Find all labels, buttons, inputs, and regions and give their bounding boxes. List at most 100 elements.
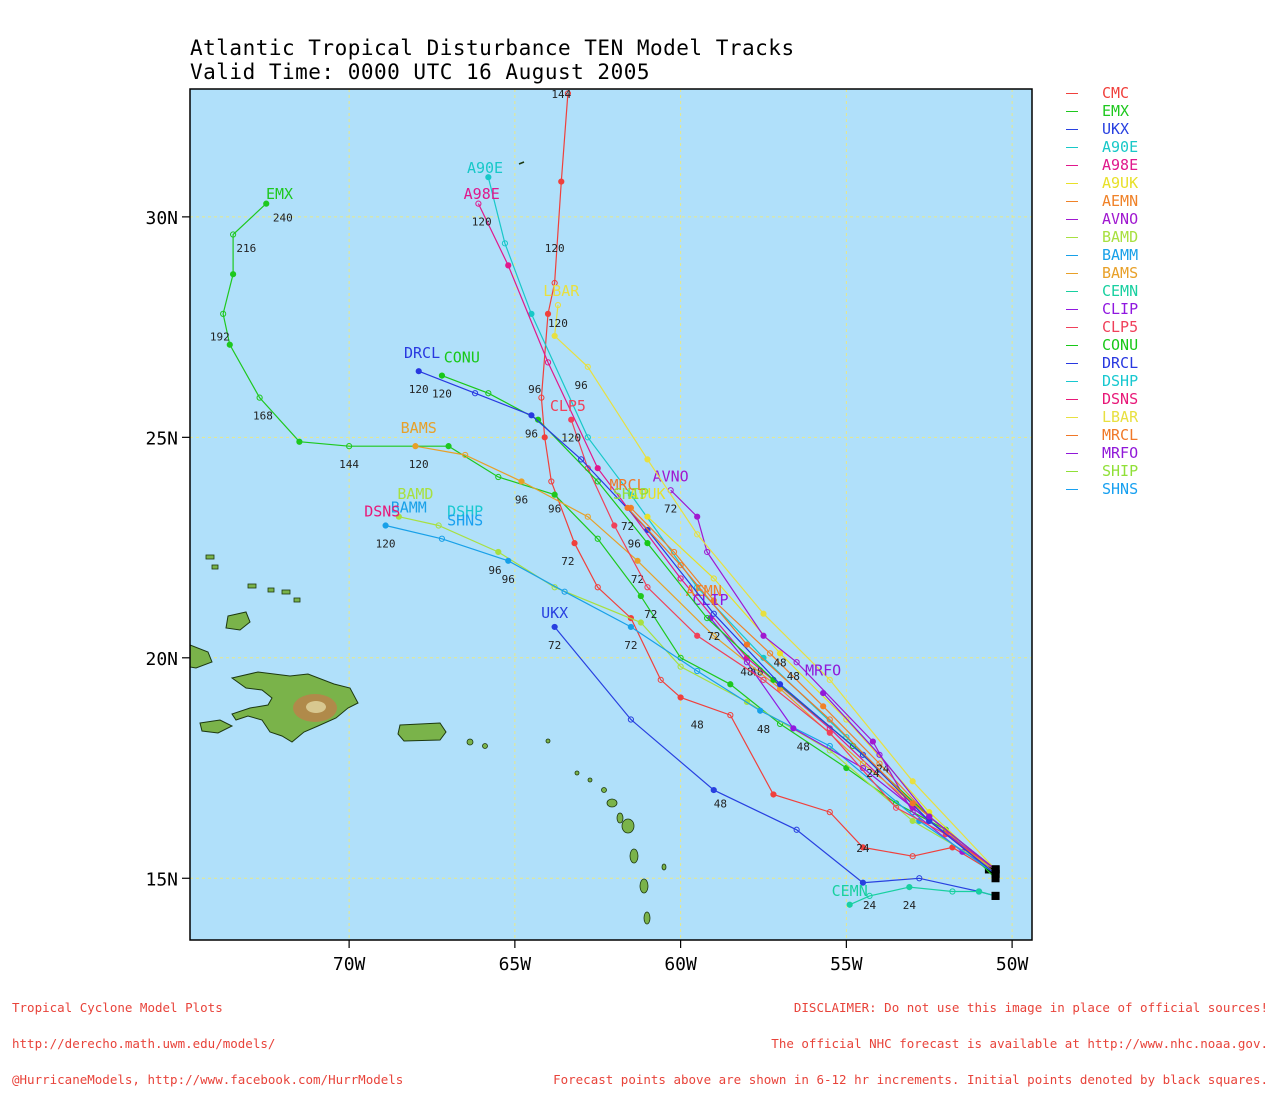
- legend-swatch: [1066, 363, 1078, 364]
- forecast-point: [551, 491, 558, 498]
- legend-item-emx: EMX: [1066, 102, 1138, 120]
- track-line: [630, 507, 996, 870]
- footer-link[interactable]: http://derecho.math.uwm.edu/models/: [12, 1036, 276, 1051]
- track-avno: 72 48 AVNO: [653, 467, 1000, 874]
- track-line: [822, 692, 996, 870]
- legend-item-mrcl: MRCL: [1066, 426, 1138, 444]
- track-line: [554, 626, 996, 897]
- forecast-point: [578, 456, 585, 463]
- legend-swatch: [1066, 129, 1078, 130]
- forecast-point: [564, 90, 572, 97]
- track-line: [553, 305, 996, 870]
- forecast-point: [826, 809, 833, 816]
- forecast-point: [263, 200, 270, 207]
- legend-swatch: [1066, 93, 1078, 94]
- legend-swatch: [1066, 201, 1078, 202]
- bahama-islet: [247, 583, 257, 589]
- legend-item-avno: AVNO: [1066, 210, 1138, 228]
- forecast-point: [743, 659, 751, 666]
- legend-item-lbar: LBAR: [1066, 408, 1138, 426]
- forecast-hour-label: 96: [515, 493, 528, 506]
- legend-label: MRFO: [1102, 444, 1139, 462]
- track-shns: SHNS: [447, 512, 483, 530]
- track-name-label: DSHP: [447, 503, 483, 521]
- forecast-point: [505, 557, 512, 564]
- forecast-point: [843, 764, 850, 772]
- forecast-point: [296, 438, 303, 445]
- track-name-label: LBAR: [543, 282, 580, 300]
- footer-credits: Tropical Cyclone Model Plots http://dere…: [12, 978, 403, 1098]
- footer-link[interactable]: @HurricaneModels, http://www.facebook.co…: [12, 1072, 404, 1087]
- track-drcl: 96 120 DRCL: [404, 344, 1000, 878]
- forecast-hour-label: 96: [525, 427, 538, 440]
- forecast-point: [694, 513, 701, 520]
- forecast-point: [846, 901, 853, 908]
- forecast-point: [528, 310, 535, 317]
- legend-swatch: [1066, 309, 1078, 310]
- track-name-label: DRCL: [404, 344, 440, 362]
- legend-swatch: [1066, 291, 1078, 292]
- axis-ticks: 70W 65W 60W 55W 50W 15N 20N 25N 30N: [145, 208, 1028, 975]
- barbados-island: [661, 863, 667, 871]
- forecast-hour-label: 72: [624, 639, 637, 652]
- track-dsns: DSNS: [364, 503, 400, 521]
- forecast-point: [412, 443, 419, 450]
- forecast-point: [561, 588, 568, 595]
- legend-swatch: [1066, 237, 1078, 238]
- forecast-hour-label: 96: [548, 502, 561, 515]
- footer-line: The official NHC forecast is available a…: [771, 1036, 1268, 1051]
- legend-label: BAMS: [1102, 264, 1139, 282]
- forecast-point: [826, 729, 833, 736]
- forecast-point: [757, 707, 764, 714]
- forecast-point: [949, 888, 956, 895]
- forecast-point: [826, 676, 833, 683]
- forecast-point: [485, 174, 492, 181]
- forecast-point: [710, 610, 717, 617]
- forecast-point: [644, 513, 651, 520]
- forecast-point: [710, 786, 717, 794]
- track-name-label: BAMD: [397, 485, 433, 503]
- forecast-point: [495, 473, 502, 481]
- forecast-point: [694, 531, 701, 538]
- forecast-point: [826, 716, 833, 723]
- legend-label: UKX: [1102, 120, 1130, 138]
- forecast-point: [435, 522, 442, 529]
- forecast-point: [820, 703, 827, 710]
- bermuda-islet: [518, 161, 525, 165]
- track-bamd: 96 BAMD: [395, 485, 1000, 874]
- forecast-point: [776, 650, 784, 657]
- track-name-label: BAMM: [391, 498, 427, 516]
- x-tick-label: 55W: [830, 954, 863, 975]
- antilles-islet: [466, 738, 474, 746]
- forecast-hour-label: 24: [903, 899, 917, 912]
- forecast-hour-label: 72: [548, 639, 561, 652]
- forecast-point: [551, 279, 558, 287]
- forecast-point: [677, 562, 684, 569]
- antilles-islet: [574, 770, 580, 776]
- track-name-label: CEMN: [832, 882, 868, 900]
- legend-swatch: [1066, 345, 1078, 346]
- puerto-rico-island: [397, 722, 447, 742]
- legend-item-cemn: CEMN: [1066, 282, 1138, 300]
- legend-label: AVNO: [1102, 210, 1139, 228]
- track-emx: 48 72 96 144 168 192 216 240 EMX: [210, 185, 1000, 883]
- forecast-point: [793, 659, 800, 666]
- forecast-point: [644, 584, 651, 591]
- forecast-point: [501, 240, 509, 247]
- track-name-label: CONU: [444, 348, 480, 366]
- forecast-point: [909, 778, 916, 785]
- track-line: [222, 203, 996, 879]
- initial-point-square: [991, 869, 1000, 878]
- initial-point-square: [991, 891, 1000, 900]
- forecast-point: [892, 804, 900, 811]
- legend-label: LBAR: [1102, 408, 1139, 426]
- forecast-point: [710, 575, 717, 582]
- track-a9uk: A9UK: [629, 485, 1000, 878]
- forecast-point: [548, 478, 555, 485]
- legend-item-clip: CLIP: [1066, 300, 1138, 318]
- track-name-label: AEMN: [686, 582, 722, 600]
- forecast-hour-label: 96: [528, 383, 541, 396]
- track-line: [398, 516, 996, 871]
- forecast-hour-label: 240: [273, 211, 293, 224]
- forecast-hour-label: 120: [548, 317, 568, 330]
